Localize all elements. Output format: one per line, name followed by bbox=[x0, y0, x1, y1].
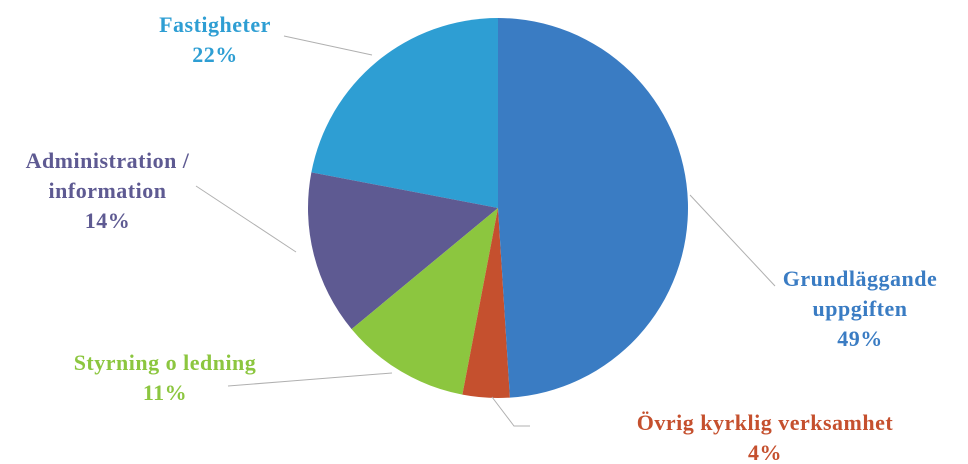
leader-line bbox=[195, 185, 297, 253]
category-label: Styrning o ledning bbox=[73, 350, 257, 375]
category-label: Fastigheter bbox=[159, 12, 271, 37]
slice-label: Övrig kyrklig verksamhet 4% bbox=[590, 408, 940, 464]
pie-slice bbox=[308, 172, 498, 330]
slice-label: Fastigheter 22% bbox=[120, 10, 310, 70]
leader-line bbox=[283, 35, 373, 56]
leader-line bbox=[491, 396, 530, 427]
pie-slice bbox=[462, 208, 510, 399]
category-label: Grundläggande uppgiften bbox=[782, 266, 938, 321]
category-label: Övrig kyrklig verksamhet bbox=[636, 410, 894, 435]
pie-slice bbox=[498, 18, 689, 398]
value-label: 4% bbox=[748, 440, 782, 464]
pie-slice bbox=[311, 18, 498, 208]
value-label: 11% bbox=[142, 380, 188, 405]
slice-label: Styrning o ledning 11% bbox=[40, 348, 290, 408]
pie-slice bbox=[351, 208, 498, 395]
category-label: Administration / information bbox=[25, 148, 190, 203]
slice-label: Administration / information 14% bbox=[0, 146, 215, 236]
leader-line bbox=[227, 372, 393, 387]
value-label: 14% bbox=[84, 208, 131, 233]
value-label: 22% bbox=[192, 42, 238, 67]
leader-line bbox=[689, 194, 776, 287]
slice-label: Grundläggande uppgiften 49% bbox=[775, 264, 945, 354]
value-label: 49% bbox=[837, 326, 883, 351]
